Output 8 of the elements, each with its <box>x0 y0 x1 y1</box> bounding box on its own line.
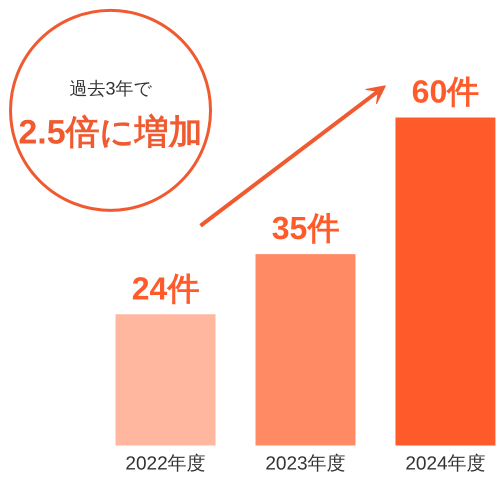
data-label: 24件 <box>132 270 200 306</box>
text: 過去3年で <box>70 78 153 98</box>
annotation: 2.5倍に増加 <box>18 112 203 152</box>
x-tick-label: 2024年度 <box>405 452 486 474</box>
x-tick-label: 2022年度 <box>125 452 206 474</box>
data-label: 60件 <box>412 73 480 110</box>
data-label: 35件 <box>272 210 340 246</box>
x-tick-label: 2023年度 <box>265 452 346 474</box>
